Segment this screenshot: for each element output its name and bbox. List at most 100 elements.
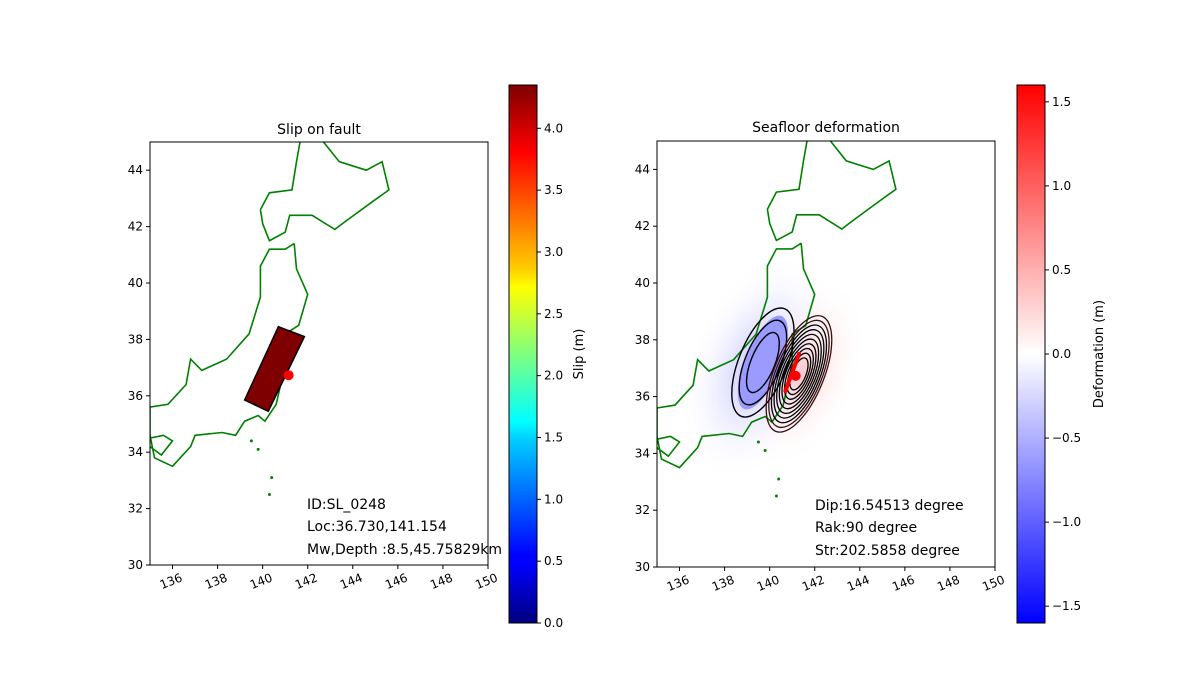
island-dot	[763, 449, 767, 453]
deformation-colorbar-gradient	[1016, 84, 1046, 624]
colorbar-tick-label: 0.0	[1052, 347, 1071, 361]
x-tick-label: 142	[800, 573, 826, 595]
slip-map-area	[150, 142, 390, 496]
y-tick-label: 36	[635, 390, 650, 404]
x-tick-label: 142	[293, 571, 319, 593]
deformation-axes-frame	[656, 140, 996, 568]
epicenter-marker	[283, 370, 294, 381]
slip-annotations: ID:SL_0248 Loc:36.730,141.154 Mw,Depth :…	[307, 497, 502, 558]
colorbar-tick-label: 4.0	[544, 121, 563, 135]
y-tick: 40	[635, 276, 657, 290]
colorbar-tick-label: 1.5	[544, 430, 563, 444]
colorbar-tick: 2.5	[537, 307, 563, 321]
colorbar-tick: 0.0	[1045, 347, 1071, 361]
coastline	[150, 142, 390, 496]
x-tick: 150	[473, 565, 500, 592]
island-dot	[774, 494, 778, 498]
x-tick: 138	[203, 565, 229, 592]
x-tick-label: 140	[755, 573, 781, 595]
island-dot	[756, 440, 760, 444]
colorbar-tick: 0.5	[1045, 263, 1071, 277]
deformation-y-ticks: 30 32 34 36 38 40 42 44	[635, 162, 657, 574]
colorbar-tick: −0.5	[1045, 431, 1081, 445]
deformation-contours	[731, 307, 833, 433]
slip-colorbar-ticks: 0.0 0.5 1.0 1.5 2.0 2.5 3.0 3.5 4.0	[537, 121, 563, 630]
colorbar-tick-label: −0.5	[1052, 431, 1081, 445]
slip-colorbar-gradient	[508, 84, 538, 624]
x-tick-label: 136	[158, 571, 184, 593]
subsidence-contour	[745, 331, 780, 394]
y-tick: 42	[128, 220, 150, 234]
subsidence-contour	[731, 307, 795, 418]
colorbar-tick-label: 1.5	[1052, 95, 1071, 109]
y-tick: 34	[635, 446, 657, 460]
y-tick: 34	[128, 445, 150, 459]
x-tick-label: 144	[845, 573, 871, 595]
y-tick: 32	[128, 502, 150, 516]
y-tick: 32	[635, 503, 657, 517]
y-tick: 40	[128, 276, 150, 290]
x-tick: 142	[800, 567, 826, 594]
colorbar-tick: 3.5	[537, 183, 563, 197]
colorbar-tick-label: 2.0	[544, 369, 563, 383]
colorbar-tick: 1.0	[1045, 179, 1071, 193]
x-tick: 144	[338, 565, 365, 593]
y-tick: 38	[128, 332, 150, 346]
deformation-colorbar-label: Deformation (m)	[1092, 300, 1107, 408]
colorbar-tick: 4.0	[537, 121, 563, 135]
colorbar-tick-label: 3.0	[544, 245, 563, 259]
colorbar-tick: −1.0	[1045, 515, 1081, 529]
subsidence-core	[737, 315, 788, 410]
y-tick-label: 34	[128, 445, 143, 459]
island-dot	[777, 477, 781, 481]
x-tick: 142	[293, 565, 319, 592]
y-tick-label: 40	[128, 276, 143, 290]
uplift-contour	[783, 347, 814, 400]
colorbar-tick-label: 2.5	[544, 307, 563, 321]
strike-annotation: Str:202.5858 degree	[815, 543, 960, 559]
y-tick: 30	[635, 560, 657, 574]
x-tick-label: 140	[248, 571, 274, 593]
y-tick-label: 38	[128, 332, 143, 346]
slip-axes-frame	[149, 141, 489, 566]
magnitude-depth-annotation: Mw,Depth :8.5,45.75829km	[307, 542, 502, 558]
colorbar-tick-label: 0.5	[1052, 263, 1071, 277]
colorbar-tick: 3.0	[537, 245, 563, 259]
uplift-contour	[765, 314, 833, 433]
y-tick-label: 44	[635, 162, 650, 176]
coastline-segment	[766, 141, 897, 242]
x-tick: 144	[845, 567, 872, 595]
colorbar-tick: −1.5	[1045, 599, 1081, 613]
subsidence-contour	[738, 319, 788, 406]
colorbar-tick-label: 0.0	[544, 616, 563, 630]
coastline-segment	[150, 434, 174, 457]
fault-plane	[243, 325, 306, 413]
rake-annotation: Rak:90 degree	[815, 520, 917, 536]
coastline-segment	[259, 142, 390, 242]
y-tick: 44	[635, 162, 657, 176]
deformation-panel: Seafloor deformation 136 138 140 142 144 146 1…	[635, 84, 1107, 624]
y-tick-label: 42	[128, 220, 143, 234]
x-tick-label: 138	[710, 573, 736, 595]
deformation-map-area	[657, 141, 897, 498]
y-tick-label: 32	[128, 502, 143, 516]
x-tick: 150	[980, 567, 1007, 594]
x-tick-label: 144	[338, 571, 364, 593]
x-tick-label: 148	[428, 571, 454, 593]
colorbar-tick-label: −1.5	[1052, 599, 1081, 613]
slip-x-ticks: 136 138 140 142 144 146 148 150	[158, 565, 500, 592]
coastline-segment	[657, 435, 681, 458]
island-dot	[256, 447, 260, 451]
y-tick-label: 38	[635, 333, 650, 347]
uplift-contour	[778, 338, 820, 410]
uplift-contour	[768, 319, 830, 429]
uplift-contour	[781, 343, 817, 405]
x-tick: 146	[890, 567, 917, 594]
island-dot	[270, 476, 274, 480]
colorbar-tick-label: 1.0	[1052, 179, 1071, 193]
y-tick-label: 44	[128, 163, 143, 177]
y-tick-label: 40	[635, 276, 650, 290]
x-tick: 148	[428, 565, 455, 593]
x-tick-label: 138	[203, 571, 229, 593]
x-tick: 138	[710, 567, 736, 594]
